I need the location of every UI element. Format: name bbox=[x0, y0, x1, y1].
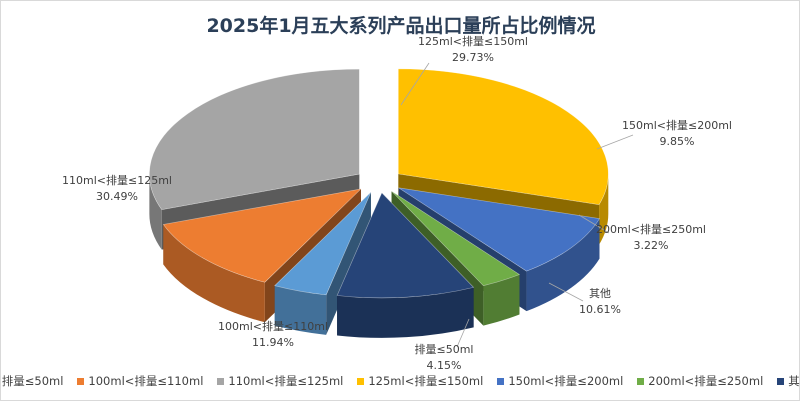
data-label-value-125ml-150ml: 29.73% bbox=[452, 51, 494, 64]
legend-item-150ml-200ml: 150ml<排量≤200ml bbox=[497, 373, 623, 389]
data-labels: 排量≤50ml 4.15% 100ml<排量≤110ml 11.94% 110ml<排量… bbox=[62, 34, 732, 372]
legend: 排量≤50ml 100ml<排量≤110ml 110ml<排量≤125ml 125ml… bbox=[1, 373, 800, 389]
leader-line-200ml-250ml bbox=[578, 214, 610, 234]
legend-swatch bbox=[637, 377, 645, 385]
slice-other bbox=[336, 192, 475, 299]
legend-item-50ml: 排量≤50ml bbox=[0, 373, 64, 389]
legend-swatch bbox=[777, 377, 785, 385]
slice-side-150ml-200ml bbox=[526, 218, 600, 312]
legend-label: 150ml<排量≤200ml bbox=[508, 374, 624, 388]
slice-side-50ml bbox=[274, 285, 327, 335]
slice-125ml-150ml bbox=[398, 68, 609, 205]
slice-side-100ml-110ml bbox=[163, 224, 265, 323]
legend-label: 排量≤50ml bbox=[1, 374, 64, 388]
legend-label: 110ml<排量≤125ml bbox=[228, 374, 344, 388]
data-label-value-110ml-125ml: 30.49% bbox=[96, 190, 138, 203]
data-label-category-125ml-150ml: 125ml<排量≤150ml bbox=[418, 34, 528, 48]
slice-110ml-125ml bbox=[149, 68, 360, 210]
legend-label: 200ml<排量≤250ml bbox=[648, 374, 764, 388]
slice-50ml bbox=[274, 192, 372, 296]
legend-item-125ml-150ml: 125ml<排量≤150ml bbox=[357, 373, 483, 389]
data-label-value-200ml-250ml: 3.22% bbox=[634, 239, 669, 252]
leader-line-other bbox=[548, 282, 584, 302]
slice-100ml-110ml bbox=[162, 188, 362, 283]
data-label-value-50ml: 4.15% bbox=[427, 359, 462, 372]
data-label-category-200ml-250ml: 200ml<排量≤250ml bbox=[596, 222, 706, 236]
legend-swatch bbox=[77, 377, 85, 385]
leader-line-125ml-150ml bbox=[400, 62, 430, 106]
legend-swatch bbox=[357, 377, 365, 385]
data-label-value-150ml-200ml: 9.85% bbox=[660, 135, 695, 148]
data-label-category-150ml-200ml: 150ml<排量≤200ml bbox=[622, 118, 732, 132]
leader-line-50ml bbox=[456, 318, 470, 348]
slice-150ml-200ml bbox=[398, 187, 600, 272]
legend-item-other: 其他 bbox=[777, 373, 800, 389]
leader-line-150ml-200ml bbox=[596, 134, 634, 150]
legend-label: 100ml<排量≤110ml bbox=[88, 374, 204, 388]
data-label-category-other: 其他 bbox=[589, 287, 611, 300]
legend-item-110ml-125ml: 110ml<排量≤125ml bbox=[217, 373, 343, 389]
slice-tops bbox=[149, 68, 609, 299]
legend-swatch bbox=[217, 377, 225, 385]
data-label-category-110ml-125ml: 110ml<排量≤125ml bbox=[62, 173, 172, 187]
legend-label: 125ml<排量≤150ml bbox=[368, 374, 484, 388]
legend-item-200ml-250ml: 200ml<排量≤250ml bbox=[637, 373, 763, 389]
legend-label: 其他 bbox=[788, 374, 800, 388]
legend-swatch bbox=[497, 377, 505, 385]
slice-200ml-250ml bbox=[391, 190, 521, 286]
data-label-category-50ml: 排量≤50ml bbox=[415, 342, 474, 356]
pie-chart: 排量≤50ml 4.15% 100ml<排量≤110ml 11.94% 110ml<排量… bbox=[62, 34, 732, 372]
slice-side-125ml-150ml bbox=[599, 173, 609, 245]
chart-title: 2025年1月五大系列产品出口量所占比例情况 bbox=[206, 15, 596, 37]
data-label-value-100ml-110ml: 11.94% bbox=[252, 336, 294, 349]
data-label-category-100ml-110ml: 100ml<排量≤110ml bbox=[218, 319, 328, 333]
slice-side-200ml-250ml bbox=[483, 274, 520, 326]
data-label-value-other: 10.61% bbox=[579, 303, 621, 316]
slice-side-other bbox=[337, 287, 474, 338]
legend-item-100ml-110ml: 100ml<排量≤110ml bbox=[77, 373, 203, 389]
